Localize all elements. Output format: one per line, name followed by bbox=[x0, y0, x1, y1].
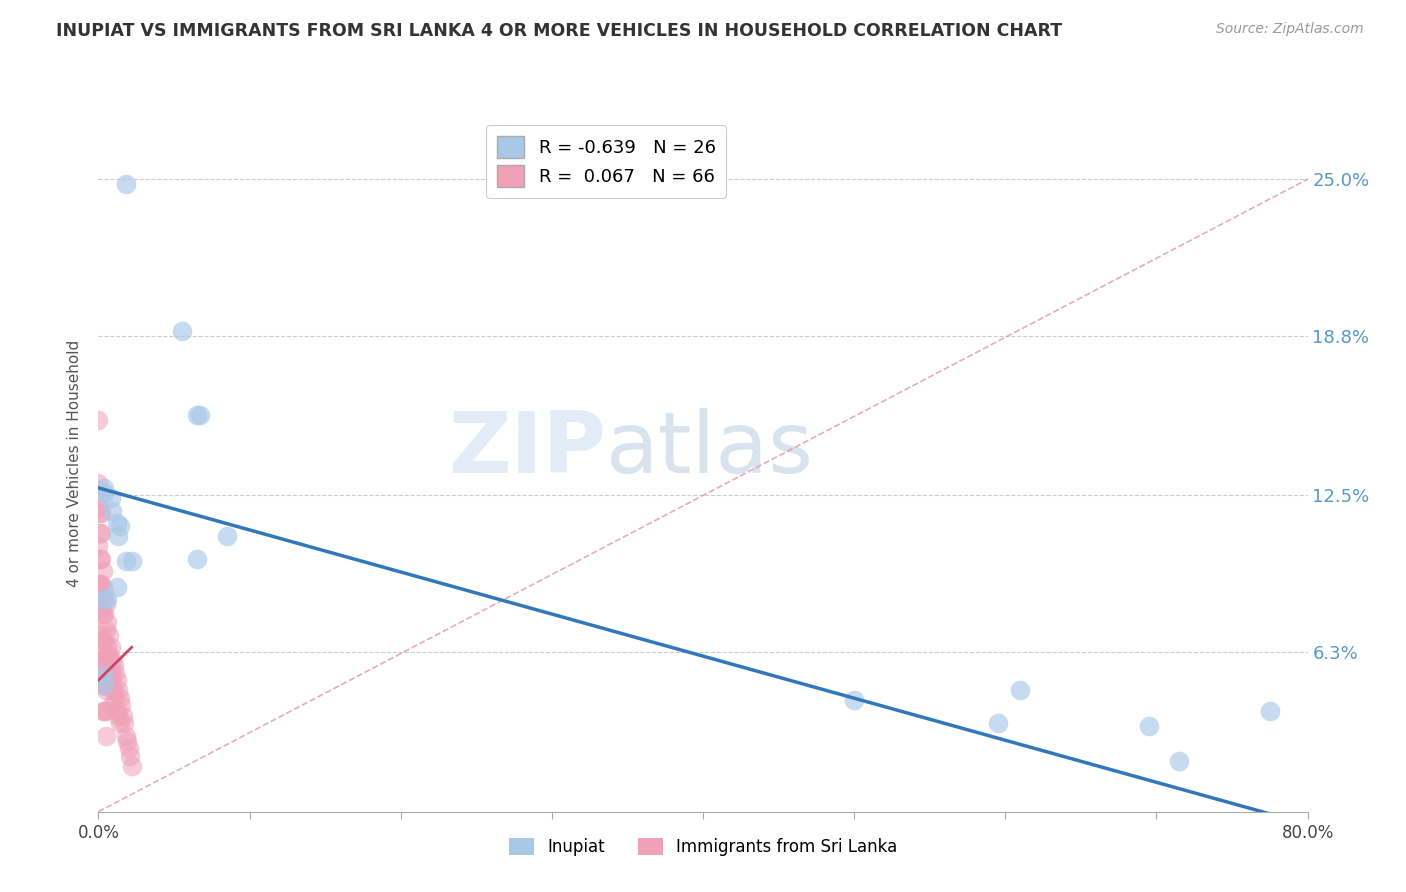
Point bbox=[107, 708, 129, 723]
Point bbox=[110, 698, 132, 713]
Point bbox=[108, 716, 131, 731]
Point bbox=[94, 665, 117, 680]
Point bbox=[98, 648, 121, 662]
Point bbox=[1137, 719, 1160, 733]
Point bbox=[98, 627, 121, 641]
Point bbox=[93, 486, 115, 500]
Point bbox=[96, 665, 118, 680]
Point bbox=[987, 716, 1010, 731]
Point bbox=[87, 501, 110, 516]
Point bbox=[93, 607, 115, 622]
Point bbox=[105, 516, 128, 531]
Point bbox=[89, 506, 111, 520]
Point bbox=[93, 678, 115, 692]
Point bbox=[91, 653, 114, 667]
Point bbox=[91, 590, 114, 604]
Point bbox=[111, 708, 134, 723]
Text: INUPIAT VS IMMIGRANTS FROM SRI LANKA 4 OR MORE VEHICLES IN HOUSEHOLD CORRELATION: INUPIAT VS IMMIGRANTS FROM SRI LANKA 4 O… bbox=[56, 22, 1063, 40]
Point bbox=[94, 683, 117, 698]
Point bbox=[108, 690, 131, 705]
Point bbox=[94, 623, 117, 637]
Point bbox=[215, 529, 238, 543]
Point bbox=[114, 729, 136, 743]
Point bbox=[94, 704, 117, 718]
Point bbox=[101, 503, 124, 517]
Point bbox=[90, 577, 112, 591]
Point bbox=[108, 518, 131, 533]
Point bbox=[87, 577, 110, 591]
Point bbox=[94, 597, 117, 611]
Point bbox=[100, 665, 122, 680]
Point bbox=[96, 615, 118, 629]
Point bbox=[104, 665, 127, 680]
Point bbox=[87, 539, 110, 553]
Point bbox=[98, 678, 121, 692]
Point bbox=[90, 627, 112, 641]
Point bbox=[103, 683, 125, 698]
Text: atlas: atlas bbox=[606, 409, 814, 491]
Point bbox=[104, 690, 127, 705]
Point bbox=[112, 716, 135, 731]
Point bbox=[89, 488, 111, 502]
Point bbox=[121, 554, 143, 568]
Point bbox=[91, 704, 114, 718]
Point bbox=[114, 554, 136, 568]
Text: ZIP: ZIP bbox=[449, 409, 606, 491]
Point bbox=[103, 657, 125, 672]
Point bbox=[107, 683, 129, 698]
Point bbox=[188, 408, 211, 422]
Point bbox=[100, 640, 122, 655]
Point bbox=[121, 759, 143, 773]
Point bbox=[94, 648, 117, 662]
Point bbox=[118, 741, 141, 756]
Point bbox=[186, 408, 208, 422]
Legend: Inupiat, Immigrants from Sri Lanka: Inupiat, Immigrants from Sri Lanka bbox=[502, 831, 904, 863]
Point bbox=[114, 178, 136, 192]
Text: Source: ZipAtlas.com: Source: ZipAtlas.com bbox=[1216, 22, 1364, 37]
Point bbox=[91, 678, 114, 692]
Point bbox=[101, 673, 124, 688]
Point bbox=[89, 526, 111, 541]
Point bbox=[105, 704, 128, 718]
Point bbox=[107, 529, 129, 543]
Point bbox=[115, 734, 138, 748]
Point bbox=[93, 632, 115, 647]
Point bbox=[120, 749, 142, 764]
Point bbox=[96, 640, 118, 655]
Point bbox=[96, 592, 118, 607]
Point bbox=[89, 551, 111, 566]
Point bbox=[186, 551, 208, 566]
Point bbox=[90, 551, 112, 566]
Point bbox=[90, 526, 112, 541]
Point bbox=[100, 491, 122, 505]
Point bbox=[1010, 683, 1032, 698]
Point bbox=[93, 653, 115, 667]
Point bbox=[93, 668, 115, 682]
Point bbox=[90, 506, 112, 520]
Point bbox=[89, 577, 111, 591]
Point bbox=[105, 673, 128, 688]
Point bbox=[87, 475, 110, 490]
Y-axis label: 4 or more Vehicles in Household: 4 or more Vehicles in Household bbox=[67, 340, 83, 588]
Point bbox=[170, 324, 193, 338]
Point bbox=[101, 698, 124, 713]
Point bbox=[1168, 754, 1191, 768]
Point bbox=[91, 607, 114, 622]
Point bbox=[91, 632, 114, 647]
Point bbox=[91, 565, 114, 579]
Point bbox=[105, 580, 128, 594]
Point bbox=[844, 693, 866, 707]
Point bbox=[101, 653, 124, 667]
Point bbox=[93, 704, 115, 718]
Point bbox=[93, 592, 115, 607]
Point bbox=[87, 412, 110, 426]
Point bbox=[1258, 704, 1281, 718]
Point bbox=[93, 678, 115, 692]
Point bbox=[93, 481, 115, 495]
Point bbox=[90, 602, 112, 616]
Point bbox=[94, 729, 117, 743]
Point bbox=[90, 653, 112, 667]
Point bbox=[93, 582, 115, 596]
